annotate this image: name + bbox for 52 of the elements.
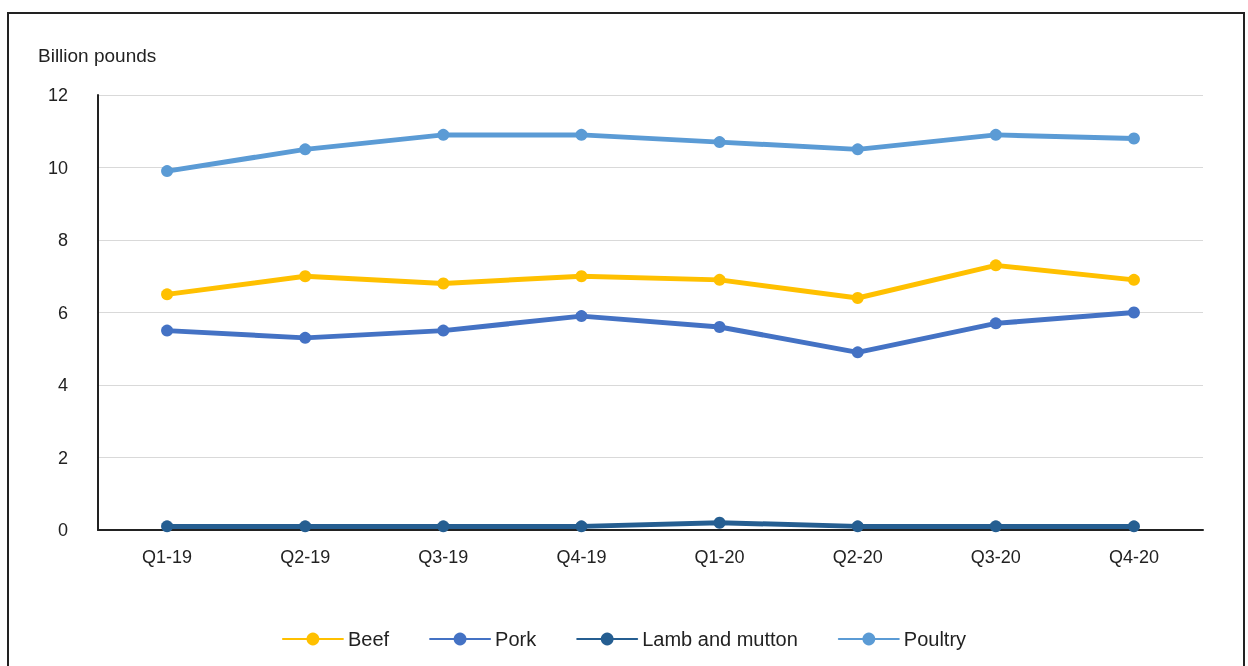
point bbox=[851, 520, 864, 533]
x-tick-label: Q2-20 bbox=[832, 547, 883, 567]
y-tick-label: 6 bbox=[57, 302, 68, 323]
point bbox=[437, 324, 450, 337]
point bbox=[851, 292, 864, 304]
x-tick-label: Q4-19 bbox=[556, 547, 607, 567]
y-axis-title: Billion pounds bbox=[38, 45, 157, 66]
point bbox=[989, 317, 1002, 330]
point bbox=[851, 143, 864, 156]
point bbox=[1127, 132, 1140, 145]
point bbox=[1127, 273, 1140, 286]
point bbox=[989, 259, 1002, 272]
point bbox=[575, 520, 588, 533]
point bbox=[713, 321, 726, 333]
y-tick-label: 10 bbox=[47, 157, 68, 178]
point bbox=[161, 324, 174, 337]
point bbox=[299, 143, 312, 156]
point bbox=[299, 520, 312, 533]
y-tick-label: 8 bbox=[57, 230, 68, 250]
point bbox=[161, 288, 174, 301]
point bbox=[575, 128, 588, 141]
y-tick-label: 12 bbox=[47, 85, 68, 105]
x-tick-label: Q1-20 bbox=[694, 547, 745, 567]
point bbox=[1127, 306, 1140, 319]
point bbox=[437, 128, 450, 141]
point bbox=[713, 273, 726, 286]
x-tick-label: Q3-20 bbox=[970, 547, 1021, 567]
point bbox=[161, 165, 174, 178]
y-tick-label: 4 bbox=[57, 375, 68, 395]
legend-label: Pork bbox=[495, 628, 538, 650]
legend-label: Lamb and mutton bbox=[642, 628, 798, 650]
point bbox=[575, 270, 588, 283]
y-tick-label: 2 bbox=[57, 447, 68, 468]
point bbox=[1127, 520, 1140, 533]
point bbox=[299, 331, 312, 344]
point bbox=[575, 310, 588, 323]
point bbox=[989, 520, 1002, 533]
y-tick-label: 0 bbox=[57, 520, 68, 540]
x-tick-label: Q4-20 bbox=[1108, 547, 1159, 567]
point bbox=[989, 128, 1002, 141]
x-tick-label: Q1-19 bbox=[142, 547, 193, 567]
x-tick-label: Q2-19 bbox=[280, 547, 331, 567]
point bbox=[437, 277, 450, 290]
point bbox=[713, 516, 726, 529]
point bbox=[713, 136, 726, 149]
point bbox=[437, 520, 450, 533]
point bbox=[851, 346, 864, 359]
point bbox=[161, 520, 174, 533]
point bbox=[299, 270, 312, 283]
x-tick-label: Q3-19 bbox=[418, 547, 469, 567]
legend-label: Poultry bbox=[903, 628, 967, 650]
legend-label: Beef bbox=[347, 628, 390, 650]
